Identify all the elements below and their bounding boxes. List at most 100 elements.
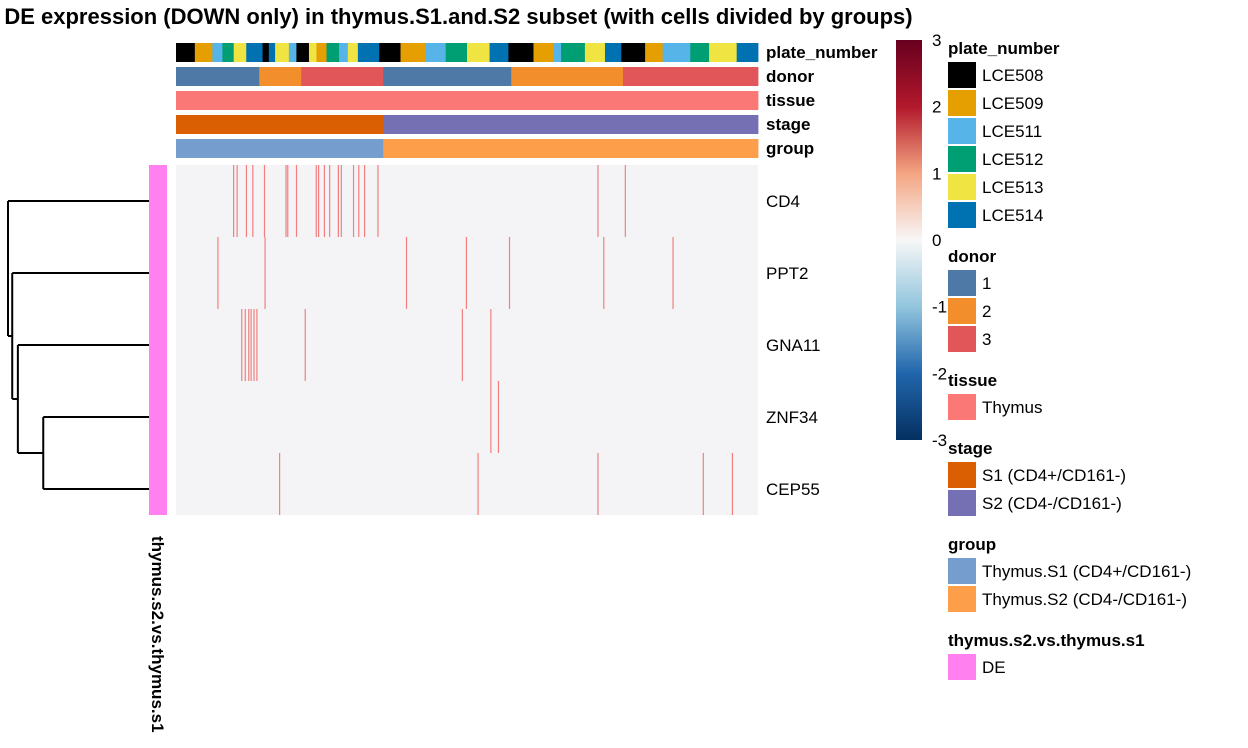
row-annotation: thymus.s2.vs.thymus.s1	[148, 165, 167, 733]
expressing-cell-CD4	[337, 165, 339, 237]
legend-swatch	[948, 490, 976, 516]
expressing-cell-CD4	[329, 165, 331, 237]
legend-swatch	[948, 586, 976, 612]
annotation-cell-plate_number	[308, 43, 317, 62]
colorbar-tick-label: 1	[932, 164, 941, 183]
annotation-cell-plate_number	[584, 43, 606, 62]
expressing-cell-CEP55	[279, 453, 281, 515]
annotation-cell-plate_number	[316, 43, 327, 62]
legend-swatch	[948, 394, 976, 420]
legend-title-plate_number: plate_number	[948, 39, 1060, 58]
annotation-cell-plate_number	[662, 43, 691, 62]
annotation-cell-plate_number	[326, 43, 340, 62]
legend-swatch	[948, 558, 976, 584]
expressing-cell-PPT2	[217, 237, 219, 309]
expressing-cell-ZNF34	[497, 381, 500, 453]
annotation-cell-group	[383, 139, 759, 158]
legend-label: 2	[982, 302, 991, 321]
row-label-CD4: CD4	[766, 192, 800, 211]
expressing-cell-GNA11	[253, 309, 255, 381]
annotation-cell-plate_number	[268, 43, 276, 62]
legend-label: 3	[982, 330, 991, 349]
legend-swatch	[948, 62, 976, 88]
row-annotation-bar	[149, 165, 167, 515]
row-annotation-label: thymus.s2.vs.thymus.s1	[148, 536, 167, 733]
legend-label: LCE511	[982, 122, 1042, 141]
expressing-cell-CEP55	[597, 453, 599, 515]
expressing-cell-GNA11	[241, 309, 243, 381]
expressing-cell-CD4	[363, 165, 366, 237]
heatmap-row-GNA11	[176, 309, 758, 381]
expressing-cell-CD4	[245, 165, 248, 237]
expressing-cell-CEP55	[702, 453, 704, 515]
legend-label: LCE509	[982, 94, 1043, 113]
legend-label: DE	[982, 658, 1006, 677]
annotation-cell-plate_number	[246, 43, 263, 62]
legend-swatch	[948, 462, 976, 488]
expressing-cell-PPT2	[264, 237, 266, 309]
annotation-legends: plate_number LCE508 LCE509 LCE511 LCE512 LCE5…	[948, 39, 1191, 680]
legend-label: LCE513	[982, 178, 1043, 197]
annotation-cell-plate_number	[561, 43, 586, 62]
expressing-cell-PPT2	[603, 237, 605, 309]
annotation-cell-plate_number	[288, 43, 297, 62]
expressing-cell-GNA11	[250, 309, 252, 381]
annotation-cell-plate_number	[212, 43, 223, 62]
expressing-cell-CD4	[352, 165, 355, 237]
legend-title-donor: donor	[948, 247, 997, 266]
annotation-cell-plate_number	[533, 43, 554, 62]
expressing-cell-CD4	[295, 165, 298, 237]
legend-label: LCE514	[982, 206, 1043, 225]
expressing-cell-GNA11	[244, 309, 246, 381]
legend-swatch	[948, 270, 976, 296]
legend-swatch	[948, 202, 976, 228]
annotation-label-donor: donor	[766, 67, 815, 86]
legend-title-tissue: tissue	[948, 371, 997, 390]
expressing-cell-CD4	[358, 165, 360, 237]
expressing-cell-GNA11	[490, 309, 492, 381]
expressing-cell-CD4	[597, 165, 599, 237]
annotation-cell-plate_number	[621, 43, 646, 62]
annotation-cell-plate_number	[645, 43, 664, 62]
colorbar-tick-label: -1	[932, 298, 947, 317]
colorbar-tick-label: 2	[932, 98, 941, 117]
legend-label: LCE508	[982, 66, 1043, 85]
annotation-cell-plate_number	[176, 43, 196, 62]
annotation-cell-donor	[301, 67, 384, 86]
annotation-cell-donor	[622, 67, 759, 86]
chart-title: k DE expression (DOWN only) in thymus.S1…	[0, 4, 913, 29]
expressing-cell-GNA11	[256, 309, 258, 381]
annotation-cell-plate_number	[357, 43, 380, 62]
annotation-cell-plate_number	[425, 43, 447, 62]
heatmap-row-ZNF34	[176, 381, 758, 453]
colorbar-tick-label: 3	[932, 31, 941, 50]
annotation-cell-plate_number	[736, 43, 759, 62]
annotation-cell-plate_number	[445, 43, 468, 62]
expressing-cell-CD4	[624, 165, 626, 237]
annotation-cell-plate_number	[400, 43, 427, 62]
expressing-cell-PPT2	[672, 237, 674, 309]
legend-label: 1	[982, 274, 991, 293]
annotation-cell-donor	[511, 67, 624, 86]
color-scale-legend: 3 2 1 0 -1 -2 -3	[896, 31, 947, 450]
expressing-cell-GNA11	[461, 309, 463, 381]
annotation-cell-plate_number	[233, 43, 247, 62]
annotation-cell-plate_number	[339, 43, 349, 62]
legend-swatch	[948, 146, 976, 172]
expressing-cell-CD4	[287, 165, 289, 237]
annotation-label-tissue: tissue	[766, 91, 815, 110]
expressing-cell-CEP55	[477, 453, 479, 515]
annotation-cell-plate_number	[262, 43, 270, 62]
colorbar-tick-label: 0	[932, 231, 941, 250]
annotation-label-plate_number: plate_number	[766, 43, 878, 62]
legend-title-stage: stage	[948, 439, 992, 458]
legend-swatch	[948, 298, 976, 324]
legend-swatch	[948, 90, 976, 116]
colorbar-tick-label: -3	[932, 431, 947, 450]
expressing-cell-CD4	[340, 165, 342, 237]
row-dendrogram	[7, 200, 149, 490]
expressing-cell-PPT2	[465, 237, 468, 309]
expressing-cell-GNA11	[304, 309, 306, 381]
